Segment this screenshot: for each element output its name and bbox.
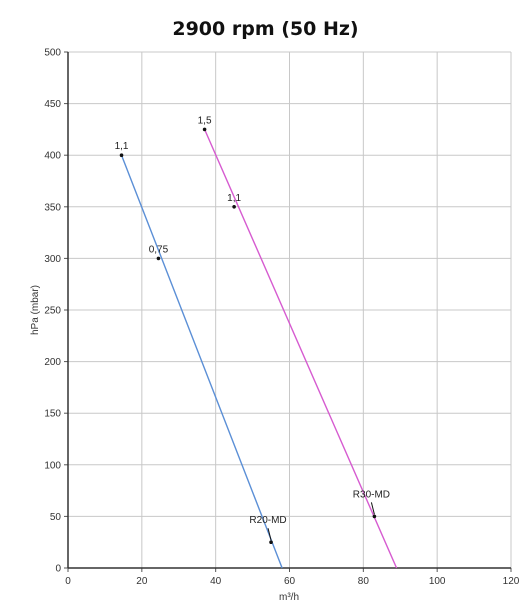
data-point-label: 1,1	[115, 141, 129, 152]
y-tick-label: 50	[50, 512, 62, 523]
annotations: R20-MD R30-MD	[249, 489, 390, 544]
x-tick-label: 120	[503, 576, 520, 587]
data-points: 1,1 0,75 1,5 1,1	[115, 115, 242, 261]
data-point	[202, 127, 207, 132]
x-axis-label: m³/h	[279, 592, 299, 603]
y-tick-label: 200	[44, 357, 61, 368]
y-tick-label: 100	[44, 460, 61, 471]
grid	[67, 51, 512, 569]
data-point	[156, 256, 161, 261]
series-annotation: R30-MD	[353, 489, 390, 500]
annotation-leader	[370, 502, 375, 515]
data-point	[119, 153, 124, 157]
series-line-r20-md	[120, 154, 283, 569]
series-line-r30-md	[203, 129, 398, 569]
y-tick-label: 400	[44, 151, 61, 162]
annotation-leader	[267, 528, 272, 541]
x-tick-label: 100	[429, 576, 446, 587]
axes	[64, 51, 512, 572]
chart-title: 2900 rpm (50 Hz)	[172, 18, 359, 40]
x-tick-label: 0	[65, 576, 71, 587]
series-lines	[120, 129, 398, 569]
x-tick-label: 20	[136, 576, 148, 587]
annotation-point	[372, 514, 377, 519]
x-tick-label: 60	[284, 576, 296, 587]
data-point-label: 0,75	[149, 244, 169, 255]
x-tick-labels: 0 20 40 60 80 100 120	[65, 576, 520, 587]
data-point-label: 1,5	[198, 115, 212, 126]
y-tick-label: 450	[44, 99, 61, 110]
y-tick-label: 0	[55, 564, 61, 575]
data-point	[232, 205, 236, 209]
data-point-label: 1,1	[227, 193, 241, 204]
y-tick-label: 350	[44, 202, 61, 213]
series-annotation: R20-MD	[249, 515, 286, 526]
x-tick-label: 80	[358, 576, 370, 587]
annotation-point	[269, 540, 273, 544]
y-tick-label: 150	[44, 409, 61, 420]
y-axis-label: hPa (mbar)	[30, 285, 41, 335]
y-tick-label: 250	[44, 306, 61, 317]
x-tick-label: 40	[210, 576, 222, 587]
y-tick-label: 500	[44, 48, 61, 59]
y-tick-labels: 0 50 100 150 200 250 300 350 400 450 500	[44, 48, 61, 575]
y-tick-label: 300	[44, 254, 61, 265]
